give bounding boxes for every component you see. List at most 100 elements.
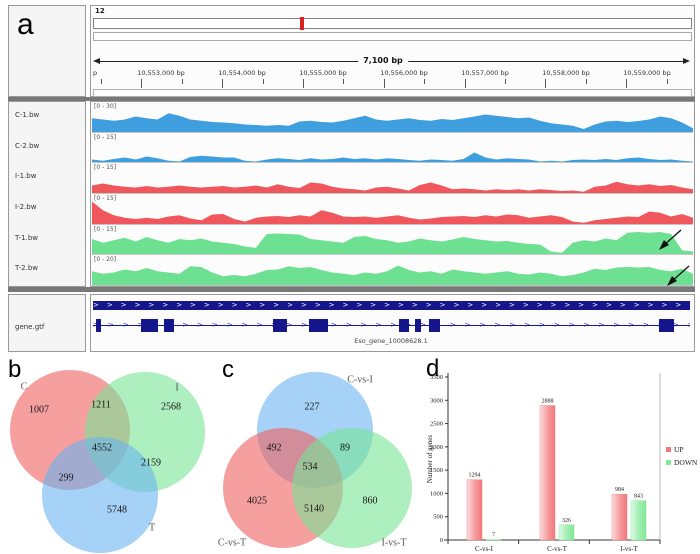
igv-sidebar-gene: gene.gtf <box>8 294 86 352</box>
bar-chart-panel: d 0 500 1000 1500 2000 2500 3000 3500 C-vs-I 1294… <box>420 355 700 554</box>
svg-text:3000: 3000 <box>430 397 443 404</box>
coverage-tracks: [0 - 30] [0 - 15] [0 - 15] [0 - 15] [0 - 15]… <box>91 102 694 286</box>
ruler-position-label: 10,557,000 bp <box>461 69 509 77</box>
span-indicator: 7,100 bp <box>93 56 690 66</box>
venn-set-label-I-vs-T: I-vs-T <box>381 537 407 549</box>
svg-text:7: 7 <box>492 533 495 539</box>
gene-direction-bar: >>>>>>>>>>>>>>>>>>>>>>>>>>>>>>>>>>>>>>>>… <box>93 301 690 310</box>
coverage-track: [0 - 15] <box>92 163 693 194</box>
svg-text:2500: 2500 <box>430 421 443 428</box>
coverage-track: [0 - 30] <box>92 102 693 133</box>
panel-letter-d: d <box>426 355 440 382</box>
svg-text:I-vs-T: I-vs-T <box>620 545 638 553</box>
track-name-list: C-1.bw C-2.bw I-1.bw I-2.bw T-1.bw T-2.bw <box>9 102 85 286</box>
ruler-tick <box>666 79 668 84</box>
coverage-track: [0 - 15] <box>92 133 693 164</box>
down-legend-marker <box>666 460 671 465</box>
venn-count-cvt-ivt: 5140 <box>304 503 324 515</box>
ruler-position-label: 10,554,000 bp <box>218 69 266 77</box>
ruler-tick <box>343 79 345 84</box>
venn-count-cvi-only: 227 <box>304 401 320 413</box>
venn-set-label-C: C <box>20 381 28 393</box>
panel-letter-c: c <box>222 356 234 383</box>
track-range-label: [0 - 15] <box>94 164 117 172</box>
panel-divider <box>8 97 695 101</box>
venn-count-c-i: 1211 <box>91 399 111 411</box>
svg-text:1500: 1500 <box>430 467 443 474</box>
region-bar <box>93 32 692 41</box>
track-baseline <box>92 223 693 225</box>
ruler-tick <box>424 79 426 84</box>
track-baseline <box>92 131 693 133</box>
track-range-label: [0 - 20] <box>94 256 117 264</box>
down-legend-label: DOWN <box>674 458 698 467</box>
igv-sidebar-tracks: C-1.bw C-2.bw I-1.bw I-2.bw T-1.bw T-2.bw <box>8 101 86 287</box>
igv-tracks-area: [0 - 30] [0 - 15] [0 - 15] [0 - 15] [0 - 15]… <box>90 101 695 287</box>
igv-header: 12 7,100 bp p 10,553,000 bp 10,554,000 bp 1… <box>90 5 695 97</box>
ruler-position-label: 10,559,000 bp <box>623 69 671 77</box>
svg-text:Number of genes: Number of genes <box>426 435 434 483</box>
ruler-position-label: p <box>93 69 98 77</box>
span-arrow-left-icon <box>93 58 100 64</box>
svg-text:C-vs-T: C-vs-T <box>547 545 568 553</box>
span-label: 7,100 bp <box>358 56 408 65</box>
track-range-label: [0 - 30] <box>94 103 117 110</box>
venn-circle-I-vs-T <box>292 428 412 548</box>
venn-set-label-I: I <box>175 382 179 394</box>
track-name-label: T-1.bw <box>15 233 39 242</box>
track-baseline <box>92 192 693 194</box>
svg-text:326: 326 <box>562 518 571 524</box>
panel-letter-b: b <box>8 356 22 383</box>
venn-circle-T <box>42 437 158 553</box>
svg-text:984: 984 <box>615 487 624 493</box>
svg-text:2888: 2888 <box>542 399 554 405</box>
venn-count-cvt-only: 4025 <box>247 495 267 507</box>
exon-box <box>164 319 174 332</box>
ruler-ticks <box>91 79 696 89</box>
track-baseline <box>92 254 693 256</box>
exon-box <box>273 319 287 332</box>
venn-set-label-T: T <box>148 522 156 534</box>
track-name-label: I-2.bw <box>15 203 37 211</box>
gene-track: >>>>>>>>>>>>>>>>>>>>>>>>>>>>>>>>>>>>>>>>… <box>90 294 695 352</box>
exon-box <box>659 319 674 332</box>
venn-count-c-t: 299 <box>58 472 74 484</box>
svg-text:843: 843 <box>634 494 643 500</box>
ruler-tick <box>383 79 385 88</box>
venn-count-i-only: 2568 <box>161 401 181 413</box>
track-name-label: T-2.bw <box>15 264 39 273</box>
chromosome-label: 12 <box>95 7 105 15</box>
track-range-label: [0 - 15] <box>94 195 117 202</box>
ruler: p 10,553,000 bp 10,554,000 bp 10,555,000 bp… <box>91 69 696 78</box>
bar-chart: 0 500 1000 1500 2000 2500 3000 3500 C-vs-I 1294 7 C… <box>426 373 661 553</box>
venn-count-c-only: 1007 <box>29 404 49 416</box>
ruler-bottom-bar <box>93 89 692 97</box>
legend-item-down: DOWN <box>666 458 697 467</box>
svg-text:0: 0 <box>440 537 443 544</box>
svg-text:2000: 2000 <box>430 444 443 451</box>
venn-set-label-C-vs-T: C-vs-T <box>217 537 247 549</box>
gene-name-label: Eso_gene_10008628.1 <box>354 337 428 345</box>
exon-box <box>429 319 440 332</box>
chromosome-ideogram <box>93 17 692 30</box>
ruler-tick <box>181 79 183 84</box>
exon-box <box>141 319 158 332</box>
ruler-tick <box>101 79 102 84</box>
venn-panel-c: c C-vs-I C-vs-T I-vs-T 227 492 89 534 40… <box>215 355 430 554</box>
legend-item-up: UP <box>666 445 697 454</box>
coverage-track: [0 - 15] <box>92 194 693 225</box>
svg-text:1294: 1294 <box>469 473 481 479</box>
ruler-position-label: 10,553,000 bp <box>137 69 185 77</box>
ruler-tick <box>505 79 506 84</box>
venn-count-ivt-only: 860 <box>362 495 378 507</box>
panel-letter-a: a <box>17 8 34 41</box>
track-name-label: C-2.bw <box>15 141 40 150</box>
up-legend-label: UP <box>674 445 684 454</box>
exon-box <box>309 319 328 332</box>
ruler-tick <box>141 79 143 88</box>
locus-marker <box>300 17 304 30</box>
ruler-tick <box>585 79 587 84</box>
up-legend-marker <box>666 447 671 452</box>
track-name-label: I-1.bw <box>15 172 37 181</box>
